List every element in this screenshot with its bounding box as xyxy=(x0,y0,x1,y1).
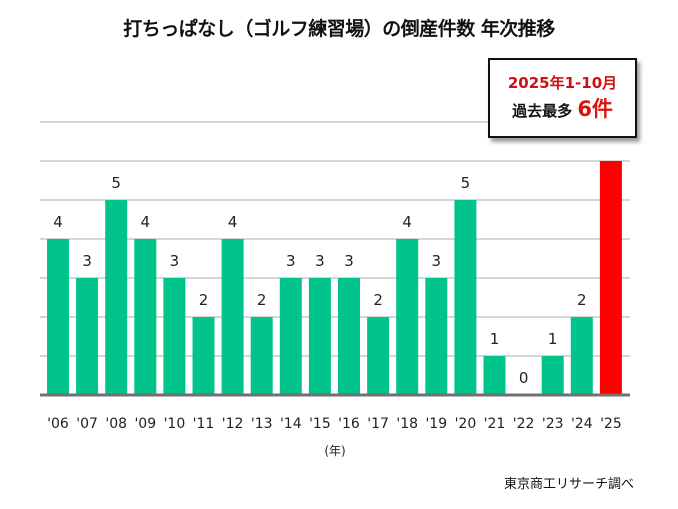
data-label: 3 xyxy=(344,252,354,270)
bar xyxy=(163,278,186,395)
data-label: 5 xyxy=(461,174,471,192)
x-tick-label: '07 xyxy=(76,416,98,432)
x-tick-label: '19 xyxy=(425,416,447,432)
data-label: 2 xyxy=(257,291,267,309)
data-label: 4 xyxy=(228,213,238,231)
bar xyxy=(483,356,506,395)
bar xyxy=(134,239,157,395)
x-tick-label: '09 xyxy=(134,416,156,432)
x-tick-label: '20 xyxy=(455,416,477,432)
bar xyxy=(396,239,419,395)
bar xyxy=(367,317,390,395)
data-label: 5 xyxy=(111,174,121,192)
data-label: 0 xyxy=(519,369,529,387)
data-label: 2 xyxy=(577,291,587,309)
data-label: 3 xyxy=(170,252,180,270)
x-tick-label: '24 xyxy=(571,416,593,432)
data-label: 4 xyxy=(141,213,151,231)
x-tick-label: '13 xyxy=(251,416,273,432)
x-tick-label: '06 xyxy=(47,416,69,432)
x-tick-label: '21 xyxy=(484,416,506,432)
bar xyxy=(76,278,99,395)
source-note: 東京商工リサーチ調べ xyxy=(503,477,634,492)
x-tick-label: '11 xyxy=(193,416,215,432)
data-label: 3 xyxy=(315,252,325,270)
bar xyxy=(541,356,564,395)
callout-period: 2025年1-10月 xyxy=(507,74,618,92)
bar xyxy=(221,239,244,395)
bar xyxy=(47,239,69,395)
data-label: 2 xyxy=(199,291,209,309)
bar xyxy=(599,161,622,395)
x-tick-label: '22 xyxy=(513,416,535,432)
chart-title: 打ちっぱなし（ゴルフ練習場）の倒産件数 年次推移 xyxy=(123,18,555,40)
bar xyxy=(250,317,273,395)
data-label: 3 xyxy=(286,252,296,270)
bar xyxy=(425,278,448,395)
bar xyxy=(338,278,360,395)
data-label: 4 xyxy=(402,213,412,231)
bar xyxy=(570,317,593,395)
data-label: 4 xyxy=(53,213,63,231)
data-label: 1 xyxy=(490,330,500,348)
bar xyxy=(192,317,215,395)
x-tick-label: '10 xyxy=(164,416,186,432)
x-tick-label: '14 xyxy=(280,416,302,432)
callout-box: 2025年1-10月 過去最多 6件 xyxy=(488,58,637,138)
x-tick-label: '12 xyxy=(222,416,244,432)
data-label: 2 xyxy=(373,291,383,309)
bar xyxy=(308,278,331,395)
bar xyxy=(279,278,302,395)
callout-label: 過去最多 xyxy=(512,102,573,120)
bar xyxy=(105,200,128,395)
x-tick-label: '18 xyxy=(396,416,418,432)
x-tick-label: '17 xyxy=(367,416,389,432)
x-tick-label: '15 xyxy=(309,416,331,432)
x-tick-label: '25 xyxy=(600,416,622,432)
x-tick-label: '23 xyxy=(542,416,564,432)
x-axis-label: (年) xyxy=(324,444,345,458)
data-label: 3 xyxy=(432,252,442,270)
callout-value: 6件 xyxy=(577,97,613,121)
x-tick-label: '08 xyxy=(105,416,127,432)
data-label: 1 xyxy=(548,330,558,348)
data-label: 3 xyxy=(82,252,92,270)
bar xyxy=(454,200,477,395)
x-tick-label: '16 xyxy=(338,416,360,432)
